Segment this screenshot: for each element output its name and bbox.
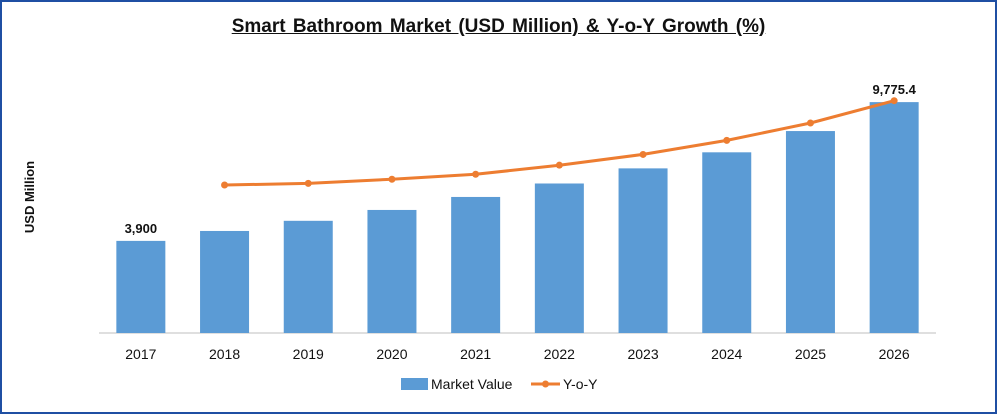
x-tick-label: 2021 xyxy=(460,346,491,362)
bar-2025 xyxy=(785,131,835,333)
yoy-point-2022 xyxy=(555,161,563,169)
bars-group xyxy=(116,102,919,333)
data-label-2026: 9,775.4 xyxy=(872,82,916,97)
yoy-point-2024 xyxy=(723,136,731,144)
x-tick-label: 2022 xyxy=(544,346,575,362)
bar-2019 xyxy=(283,220,333,333)
x-ticks-group: 2017 2018 2019 2020 2021 2022 2023 2024 2025 2026 xyxy=(125,346,910,362)
line-group xyxy=(221,97,898,189)
x-tick-label: 2017 xyxy=(125,346,156,362)
x-tick-label: 2025 xyxy=(795,346,826,362)
bar-2024 xyxy=(702,152,752,333)
yoy-point-2026 xyxy=(890,97,898,105)
yoy-point-2020 xyxy=(388,175,396,183)
yoy-point-2019 xyxy=(304,179,312,187)
bar-2026 xyxy=(869,102,919,333)
bar-2018 xyxy=(200,230,250,333)
y-axis-label: USD Million xyxy=(22,161,37,233)
bar-2021 xyxy=(451,196,501,333)
chart-title: Smart Bathroom Market (USD Million) & Y-… xyxy=(231,16,766,37)
bar-2017 xyxy=(116,240,166,333)
yoy-point-2021 xyxy=(472,170,480,178)
data-label-2017: 3,900 xyxy=(125,221,158,236)
legend: Market Value Y-o-Y xyxy=(401,376,598,392)
yoy-point-2025 xyxy=(806,119,814,127)
bar-2023 xyxy=(618,168,668,333)
x-tick-label: 2024 xyxy=(711,346,742,362)
x-tick-label: 2018 xyxy=(209,346,240,362)
legend-market-value-label: Market Value xyxy=(431,376,513,392)
legend-line-marker xyxy=(542,380,549,388)
bar-2022 xyxy=(534,183,584,333)
bar-2020 xyxy=(367,209,417,333)
x-tick-label: 2026 xyxy=(879,346,910,362)
x-tick-label: 2019 xyxy=(293,346,324,362)
legend-yoy-label: Y-o-Y xyxy=(563,376,598,392)
legend-bar-swatch xyxy=(401,378,428,390)
x-tick-label: 2020 xyxy=(376,346,407,362)
x-tick-label: 2023 xyxy=(627,346,658,362)
data-labels-group: 3,900 9,775.4 xyxy=(125,82,917,236)
yoy-point-2023 xyxy=(639,150,647,158)
yoy-point-2018 xyxy=(221,181,229,189)
